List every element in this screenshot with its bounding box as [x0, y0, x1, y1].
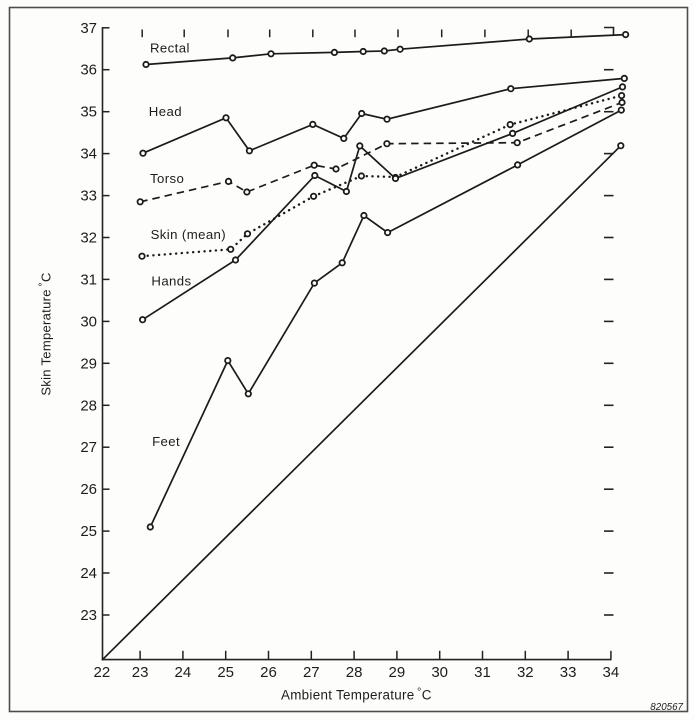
svg-text:27: 27: [303, 664, 320, 681]
svg-text:34: 34: [80, 146, 97, 163]
svg-text:31: 31: [80, 271, 97, 288]
svg-text:28: 28: [80, 397, 97, 414]
svg-text:32: 32: [80, 230, 97, 247]
svg-text:Feet: Feet: [152, 434, 180, 449]
svg-text:31: 31: [474, 664, 491, 681]
svg-text:33: 33: [80, 188, 97, 205]
svg-text:23: 23: [132, 664, 149, 681]
svg-text:28: 28: [346, 664, 363, 681]
svg-text:30: 30: [431, 664, 448, 681]
svg-text:26: 26: [80, 481, 97, 498]
svg-text:29: 29: [80, 355, 97, 372]
svg-text:26: 26: [260, 664, 277, 681]
svg-text:25: 25: [217, 664, 234, 681]
svg-text:32: 32: [517, 664, 534, 681]
svg-text:24: 24: [175, 664, 192, 681]
svg-text:Hands: Hands: [151, 274, 191, 289]
svg-text:25: 25: [80, 523, 97, 540]
svg-text:27: 27: [80, 439, 97, 456]
svg-text:37: 37: [80, 20, 97, 37]
svg-text:22: 22: [94, 664, 111, 681]
svg-text:820567: 820567: [650, 702, 683, 713]
svg-text:Rectal: Rectal: [150, 40, 190, 55]
svg-text:23: 23: [80, 607, 97, 624]
svg-text:33: 33: [560, 664, 577, 681]
svg-text:Torso: Torso: [150, 171, 184, 186]
svg-text:Skin (mean): Skin (mean): [151, 227, 227, 242]
svg-text:35: 35: [80, 104, 97, 121]
svg-text:24: 24: [80, 565, 97, 582]
svg-text:Skin Temperature°C: Skin Temperature°C: [38, 272, 54, 395]
svg-text:36: 36: [80, 62, 97, 79]
svg-text:34: 34: [603, 664, 620, 681]
svg-text:Ambient Temperature°C: Ambient Temperature °C: [281, 687, 432, 703]
svg-text:30: 30: [80, 313, 97, 330]
svg-text:Head: Head: [149, 104, 182, 119]
svg-text:29: 29: [389, 664, 406, 681]
